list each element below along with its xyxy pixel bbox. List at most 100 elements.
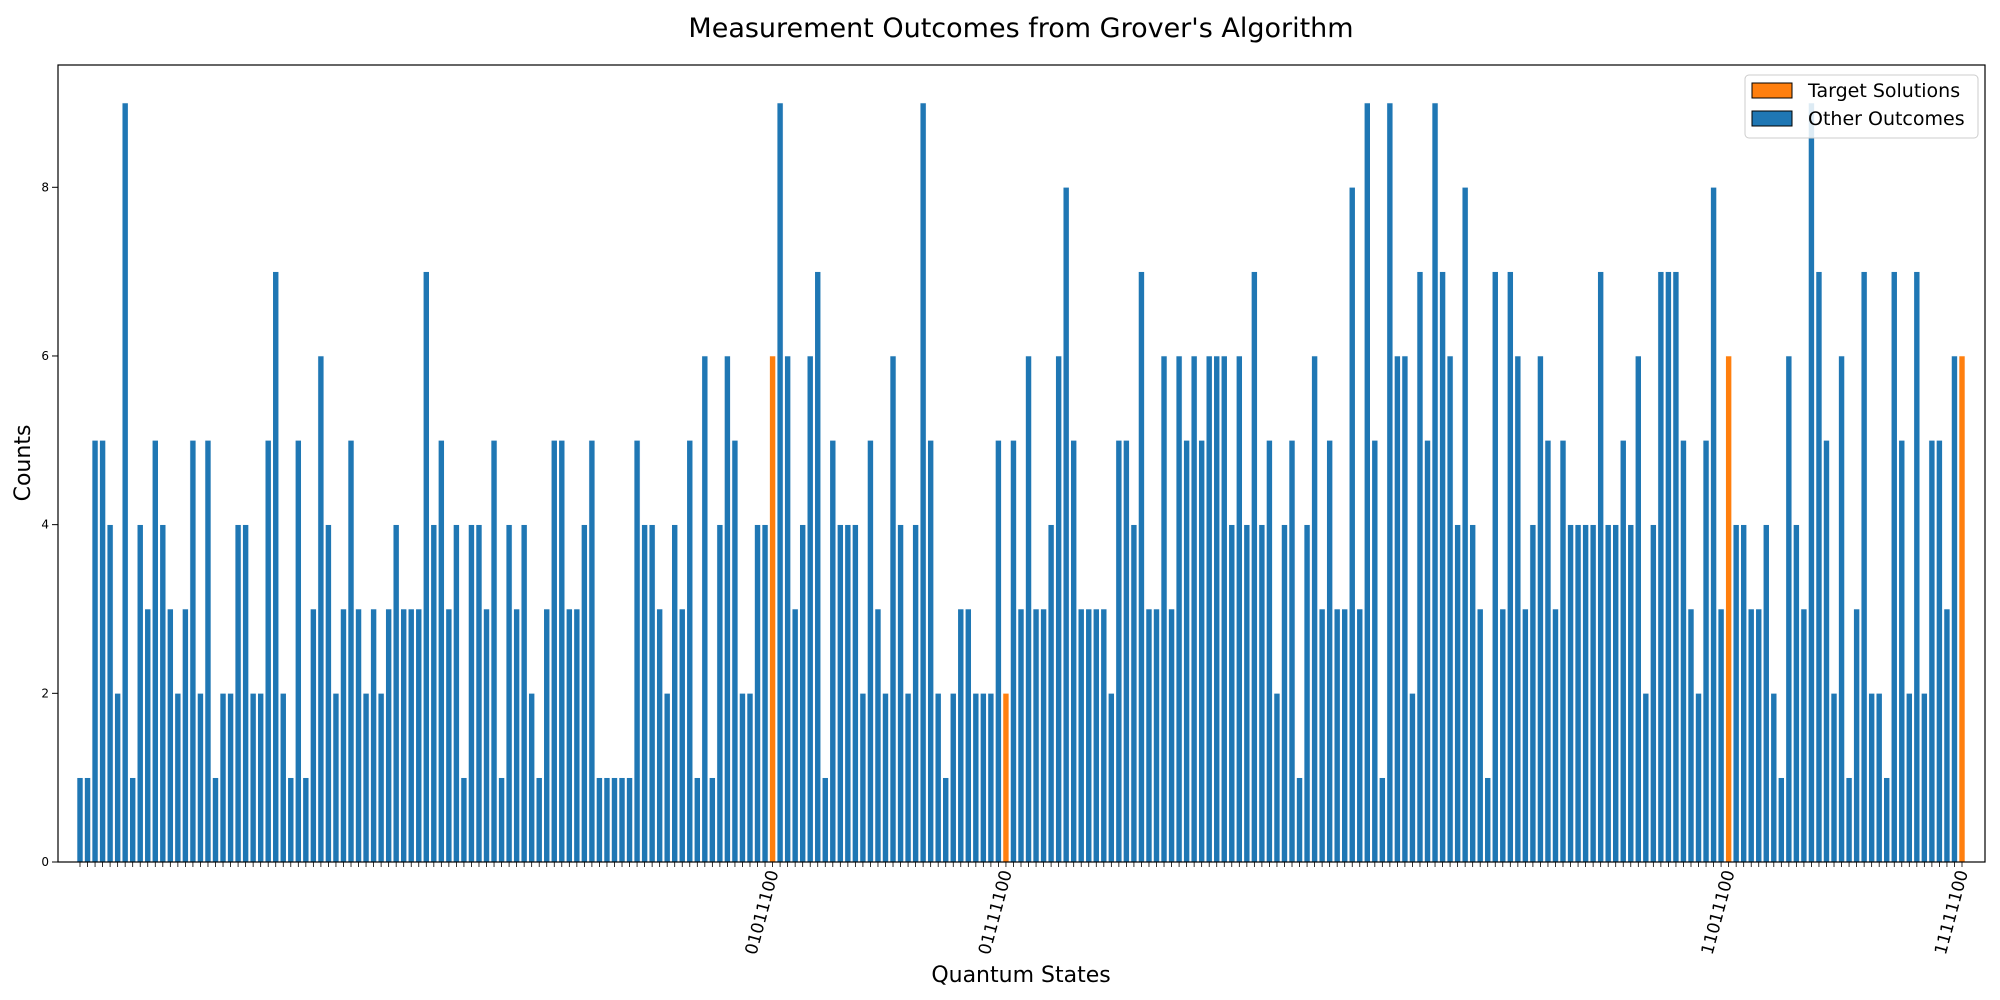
bar[interactable] <box>1800 608 1808 863</box>
bar[interactable] <box>603 777 611 863</box>
bar[interactable] <box>784 355 791 863</box>
bar[interactable] <box>1484 777 1492 863</box>
bar[interactable] <box>746 693 754 863</box>
bar[interactable] <box>1717 608 1725 863</box>
bar[interactable] <box>686 440 694 863</box>
bar[interactable] <box>949 693 957 863</box>
bar[interactable] <box>927 440 934 863</box>
bar[interactable] <box>279 693 287 863</box>
bar[interactable] <box>498 777 505 863</box>
bar[interactable] <box>1883 777 1891 863</box>
bar[interactable] <box>438 440 445 863</box>
bar[interactable] <box>151 440 159 863</box>
bar[interactable] <box>340 608 347 863</box>
bar[interactable] <box>731 440 739 863</box>
bar[interactable] <box>197 693 204 863</box>
bar[interactable] <box>1296 777 1303 863</box>
bar[interactable] <box>1356 608 1364 863</box>
bar[interactable] <box>1928 440 1936 863</box>
bar[interactable] <box>1936 440 1943 863</box>
bar[interactable] <box>1860 271 1868 863</box>
bar[interactable] <box>1657 271 1665 863</box>
bar[interactable] <box>1778 777 1785 863</box>
bar[interactable] <box>1785 355 1793 863</box>
bar[interactable] <box>934 693 942 863</box>
bar[interactable] <box>874 608 882 863</box>
bar[interactable] <box>310 608 317 863</box>
bar[interactable] <box>1574 524 1582 863</box>
bar[interactable] <box>1168 608 1175 863</box>
bar[interactable] <box>490 440 498 863</box>
bar[interactable] <box>558 440 566 863</box>
bar[interactable] <box>475 524 483 863</box>
bar[interactable] <box>1476 608 1484 863</box>
bar[interactable] <box>1108 693 1115 863</box>
bar[interactable] <box>852 524 859 863</box>
bar[interactable] <box>1025 355 1032 863</box>
bar[interactable] <box>294 440 302 863</box>
bar[interactable] <box>1762 524 1770 863</box>
bar[interactable] <box>1130 524 1138 863</box>
bar[interactable] <box>1446 355 1454 863</box>
bar[interactable] <box>1085 608 1093 863</box>
bar[interactable] <box>347 440 355 863</box>
bar[interactable] <box>159 524 167 863</box>
bar[interactable] <box>174 693 182 863</box>
bar[interactable] <box>332 693 340 863</box>
bar[interactable] <box>1522 608 1529 863</box>
bar[interactable] <box>844 524 852 863</box>
bar[interactable] <box>189 440 197 863</box>
bar[interactable] <box>701 355 709 863</box>
bar[interactable] <box>136 524 144 863</box>
bar[interactable] <box>1499 608 1507 863</box>
bar[interactable] <box>1243 524 1251 863</box>
bar[interactable] <box>837 524 844 863</box>
bar[interactable] <box>430 524 438 863</box>
bar[interactable] <box>829 440 837 863</box>
bar[interactable] <box>84 777 91 863</box>
bar[interactable] <box>1213 355 1221 863</box>
bar[interactable] <box>1461 186 1469 863</box>
bar[interactable] <box>302 777 310 863</box>
bar[interactable] <box>453 524 460 863</box>
bar[interactable] <box>724 355 731 863</box>
bar[interactable] <box>528 693 535 863</box>
bar[interactable] <box>1379 777 1386 863</box>
bar[interactable] <box>581 524 588 863</box>
bar[interactable] <box>1190 355 1198 863</box>
bar[interactable] <box>1205 355 1213 863</box>
bar[interactable] <box>505 524 513 863</box>
bar[interactable] <box>716 524 724 863</box>
bar[interactable] <box>392 524 400 863</box>
bar[interactable] <box>1077 608 1085 863</box>
bar[interactable] <box>1032 608 1040 863</box>
bar[interactable] <box>821 777 829 863</box>
bar[interactable] <box>249 693 257 863</box>
bar[interactable] <box>1529 524 1537 863</box>
bar-target[interactable] <box>769 355 776 863</box>
bar[interactable] <box>550 440 558 863</box>
bar[interactable] <box>1770 693 1778 863</box>
bar[interactable] <box>588 440 596 863</box>
bar[interactable] <box>362 693 370 863</box>
bar[interactable] <box>513 608 520 863</box>
bar[interactable] <box>1951 355 1958 863</box>
bar[interactable] <box>972 693 980 863</box>
bar[interactable] <box>1138 271 1145 863</box>
bar[interactable] <box>596 777 603 863</box>
bar[interactable] <box>227 693 234 863</box>
bar[interactable] <box>1010 440 1017 863</box>
bar[interactable] <box>1062 186 1070 863</box>
bar-target[interactable] <box>1958 355 1966 863</box>
bar[interactable] <box>678 608 686 863</box>
bar[interactable] <box>1695 693 1702 863</box>
bar[interactable] <box>566 608 573 863</box>
bar[interactable] <box>1544 440 1552 863</box>
bar[interactable] <box>1416 271 1424 863</box>
bar[interactable] <box>1160 355 1168 863</box>
bar[interactable] <box>287 777 295 863</box>
bar[interactable] <box>1627 524 1635 863</box>
bar[interactable] <box>1507 271 1514 863</box>
bar[interactable] <box>1634 355 1642 863</box>
bar[interactable] <box>317 355 325 863</box>
